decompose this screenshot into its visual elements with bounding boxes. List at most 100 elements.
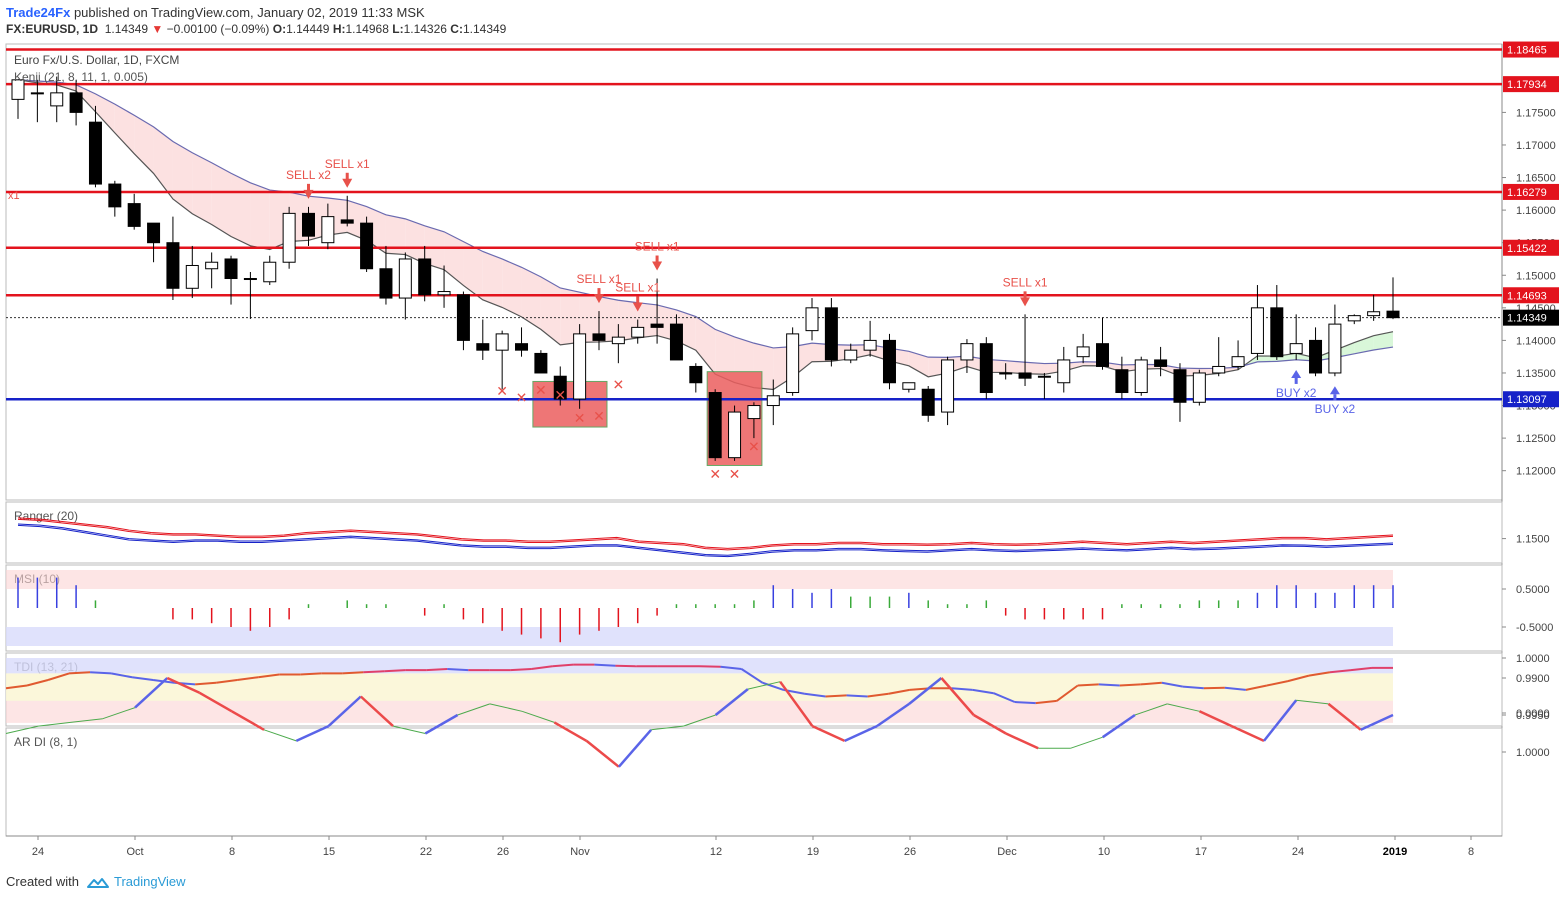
tdi-segment xyxy=(762,681,784,691)
candle-body xyxy=(631,326,645,338)
tdi-segment xyxy=(804,692,826,698)
ardi-segment xyxy=(489,703,523,712)
sell-signal-label: SELL x1 xyxy=(325,157,370,171)
price-chart[interactable]: 1.175001.170001.165001.160001.155001.150… xyxy=(0,0,1565,870)
candle-body xyxy=(766,395,780,407)
level-price-label: 1.18465 xyxy=(1507,45,1547,57)
y-tick-label: 0.9900 xyxy=(1516,673,1550,685)
author-link[interactable]: Trade24Fx xyxy=(6,5,71,20)
y-tick-label: 1.1500 xyxy=(1516,534,1550,546)
level-price-tag xyxy=(1503,183,1559,200)
ardi-segment xyxy=(683,714,716,727)
candle-body xyxy=(534,352,548,374)
tdi-segment xyxy=(110,672,133,679)
x-tick-label: 19 xyxy=(807,846,819,858)
tdi-segment xyxy=(1077,683,1099,687)
candle-body xyxy=(1347,315,1361,322)
y-tick-label: 0.0000 xyxy=(1516,708,1550,720)
candle-body xyxy=(321,216,335,244)
cloud-segment xyxy=(192,152,212,225)
candle-body xyxy=(863,339,877,351)
tdi-segment xyxy=(867,692,889,698)
candle-body xyxy=(979,343,993,394)
ardi-segment xyxy=(327,695,362,728)
y-tick-label: 1.13500 xyxy=(1516,368,1556,380)
candle-body xyxy=(340,219,354,224)
x-tick-label: 15 xyxy=(323,846,335,858)
tdi-segment xyxy=(699,665,721,668)
level-price-label: 1.15422 xyxy=(1507,243,1547,255)
ranger-line xyxy=(17,518,1394,551)
ardi-segment xyxy=(1134,703,1168,716)
buy-arrow-icon xyxy=(1329,386,1340,395)
x-tick-label: 24 xyxy=(1292,846,1304,858)
tdi-lower-band xyxy=(6,700,1393,723)
ardi-segment xyxy=(359,695,394,728)
cloud-segment xyxy=(463,241,483,300)
tdi-segment xyxy=(47,672,70,681)
ardi-segment xyxy=(1360,713,1394,731)
sell-arrow-stem xyxy=(345,172,349,180)
low-value: 1.14326 xyxy=(403,22,447,36)
high-label: H: xyxy=(332,22,346,36)
candle-body xyxy=(669,323,683,361)
cloud-segment xyxy=(1025,362,1045,375)
tdi-segment xyxy=(26,679,49,687)
tdi-segment xyxy=(1035,699,1057,705)
candle-body xyxy=(708,392,722,459)
tdi-segment xyxy=(720,665,742,670)
cloud-segment xyxy=(405,218,425,264)
tdi-segment xyxy=(552,663,574,668)
ardi-segment xyxy=(1070,736,1103,749)
ardi-segment xyxy=(295,724,330,743)
candle-body xyxy=(747,405,761,420)
ardi-segment xyxy=(166,676,201,694)
tdi-segment xyxy=(68,671,91,675)
sell-arrow-icon xyxy=(632,302,643,312)
candle-body xyxy=(921,388,935,416)
cross-marker: ✕ xyxy=(516,390,528,406)
tdi-segment xyxy=(510,668,532,672)
ardi-segment xyxy=(424,713,459,735)
ardi-segment xyxy=(714,688,749,716)
candle-body xyxy=(30,92,44,95)
ardi-segment xyxy=(1231,724,1265,743)
candle-body xyxy=(88,121,102,185)
cloud-segment xyxy=(1373,331,1393,350)
published-text: published on TradingView.com, January 02… xyxy=(73,5,425,20)
candle-body xyxy=(437,291,451,296)
cloud-segment xyxy=(579,292,599,343)
cloud-segment xyxy=(598,296,619,342)
level-price-label: 1.13097 xyxy=(1507,394,1547,406)
tdi-segment xyxy=(1245,684,1268,691)
candle-body xyxy=(1270,307,1284,358)
sell-arrow-icon xyxy=(1020,297,1031,307)
y-tick-label: 1.0000 xyxy=(1516,747,1550,759)
x-tick-label: 17 xyxy=(1195,846,1207,858)
ardi-segment xyxy=(940,677,975,716)
level-price-tag xyxy=(1503,391,1559,408)
tradingview-brand[interactable]: TradingView xyxy=(114,874,186,889)
candle-body xyxy=(844,349,858,361)
ardi-segment xyxy=(779,680,814,727)
tdi-segment xyxy=(131,676,154,681)
candle-body xyxy=(379,268,393,299)
chart-title: Euro Fx/U.S. Dollar, 1D, FXCM xyxy=(14,53,179,67)
ardi-segment xyxy=(198,691,233,713)
publish-info: Trade24Fx published on TradingView.com, … xyxy=(6,5,425,20)
ardi-segment xyxy=(1005,732,1039,750)
level-price-tag xyxy=(1503,287,1559,304)
last-price: 1.14349 xyxy=(104,22,149,36)
x-tick-label: 26 xyxy=(497,846,509,858)
tdi-segment xyxy=(1098,683,1120,687)
x-tick-label: 8 xyxy=(1468,846,1474,858)
y-tick-label: 0.9950 xyxy=(1516,710,1550,722)
candle-body xyxy=(243,278,257,281)
x-tick-label: 12 xyxy=(710,846,722,858)
x-tick-label: 22 xyxy=(420,846,432,858)
candle-body xyxy=(592,333,606,341)
candle-body xyxy=(205,261,219,270)
y-tick-label: 1.0000 xyxy=(1516,653,1550,665)
candle-body xyxy=(1212,365,1226,374)
ohlc-header: FX:EURUSD, 1D 1.14349 ▼ −0.00100 (−0.09%… xyxy=(6,22,506,36)
